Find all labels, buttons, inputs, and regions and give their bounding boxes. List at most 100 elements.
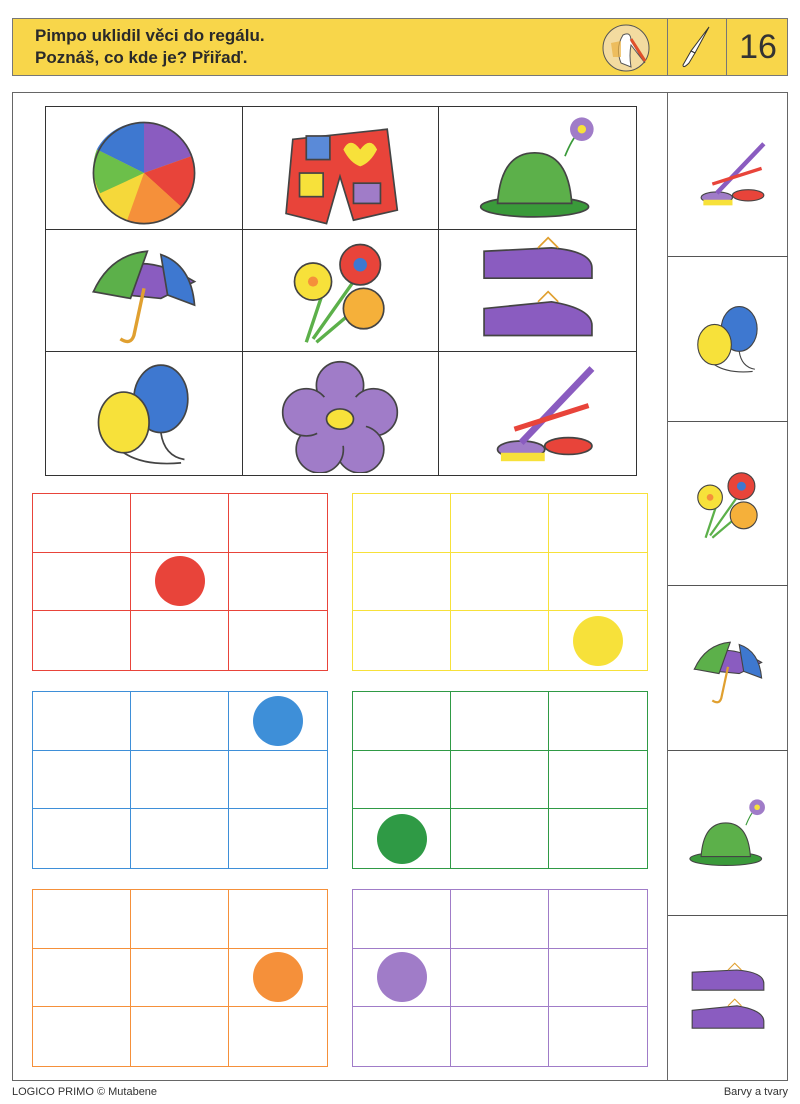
grid-cell[interactable]: [353, 611, 451, 670]
grid-cell[interactable]: [33, 692, 131, 751]
answer-column: [667, 92, 788, 1081]
grid-cell[interactable]: [353, 948, 451, 1008]
grid-cell[interactable]: [451, 552, 549, 612]
hat-picture: [689, 799, 765, 867]
grid-cell[interactable]: [131, 692, 229, 751]
instruction-line-1: Pimpo uklidil věci do regálu.: [35, 26, 265, 45]
answer-card-balloons[interactable]: [668, 257, 788, 422]
blue-grid: [32, 691, 328, 869]
picture-cell-flowers[interactable]: [242, 229, 440, 353]
grid-cell[interactable]: [549, 494, 647, 553]
grid-cell[interactable]: [33, 890, 131, 949]
instructions: Pimpo uklidil věci do regálu. Poznáš, co …: [35, 25, 265, 69]
grid-cell[interactable]: [131, 948, 229, 1008]
balloons-picture: [697, 305, 758, 373]
grid-cell[interactable]: [131, 552, 229, 612]
grid-cell[interactable]: [33, 1007, 131, 1066]
grid-cell[interactable]: [549, 751, 647, 810]
grid-cell[interactable]: [229, 553, 327, 612]
grid-cell[interactable]: [131, 611, 229, 670]
yellow-dot: [573, 615, 623, 666]
umbrella-picture: [91, 250, 197, 344]
grid-cell[interactable]: [451, 494, 549, 553]
grid-cell[interactable]: [33, 750, 131, 810]
answer-card-shoes[interactable]: [668, 916, 788, 1081]
picture-cell-umbrella[interactable]: [46, 229, 243, 353]
grid-cell[interactable]: [353, 494, 451, 553]
grid-cell[interactable]: [549, 692, 647, 751]
grid-cell[interactable]: [353, 809, 451, 868]
grid-cell[interactable]: [549, 890, 647, 949]
grid-cell[interactable]: [229, 1007, 327, 1066]
grid-cell[interactable]: [451, 1007, 549, 1066]
grid-cell[interactable]: [229, 751, 327, 810]
grid-cell[interactable]: [229, 494, 327, 553]
flowers-picture: [697, 472, 758, 540]
picture-cell-balloons[interactable]: [46, 352, 243, 475]
grid-cell[interactable]: [451, 692, 549, 751]
grid-cell[interactable]: [33, 552, 131, 612]
grid-cell[interactable]: [353, 890, 451, 949]
grid-cell[interactable]: [33, 494, 131, 553]
grid-cell[interactable]: [549, 949, 647, 1008]
paints-picture: [700, 142, 766, 206]
yellow-grid: [352, 493, 648, 671]
divider: [667, 19, 668, 75]
paintbrush-icon: [682, 26, 710, 68]
umbrella-picture: [693, 641, 763, 704]
answer-card-flowers[interactable]: [668, 422, 788, 587]
grid-cell[interactable]: [549, 1007, 647, 1066]
paints-picture: [496, 365, 595, 461]
grid-cell[interactable]: [353, 692, 451, 751]
answer-card-hat[interactable]: [668, 751, 788, 916]
grid-cell[interactable]: [549, 553, 647, 612]
picture-cell-ball[interactable]: [46, 107, 243, 230]
picture-cell-shoes[interactable]: [439, 230, 636, 353]
grid-cell[interactable]: [353, 1007, 451, 1066]
picture-cell-shorts[interactable]: [242, 107, 440, 230]
grid-cell[interactable]: [353, 750, 451, 810]
grid-cell[interactable]: [229, 611, 327, 670]
green-grid: [352, 691, 648, 869]
grid-cell[interactable]: [353, 552, 451, 612]
orange-dot: [253, 952, 303, 1003]
green-dot: [376, 813, 427, 864]
grid-cell[interactable]: [451, 611, 549, 670]
picture-grid: [45, 106, 637, 476]
picture-cell-paints[interactable]: [439, 352, 636, 475]
purple-grid: [352, 889, 648, 1067]
grid-cell[interactable]: [451, 890, 549, 949]
grid-cell[interactable]: [229, 949, 327, 1008]
orange-grid: [32, 889, 328, 1067]
grid-cell[interactable]: [131, 494, 229, 553]
grid-cell[interactable]: [229, 890, 327, 949]
grid-cell[interactable]: [451, 809, 549, 868]
grid-cell[interactable]: [131, 1007, 229, 1066]
ball-picture: [92, 121, 196, 225]
grid-cell[interactable]: [549, 611, 647, 670]
grid-cell[interactable]: [131, 809, 229, 868]
blue-dot: [253, 695, 303, 746]
shorts-picture: [285, 128, 399, 225]
picture-cell-hat[interactable]: [439, 107, 636, 230]
shoes-picture: [482, 237, 593, 337]
grid-cell[interactable]: [131, 890, 229, 949]
grid-cell[interactable]: [33, 948, 131, 1008]
grid-cell[interactable]: [229, 809, 327, 868]
answer-card-umbrella[interactable]: [668, 586, 788, 752]
instruction-line-2: Poznáš, co kde je? Přiřaď.: [35, 48, 248, 67]
grid-cell[interactable]: [229, 692, 327, 751]
flowers-picture: [294, 244, 386, 345]
grid-cell[interactable]: [451, 948, 549, 1008]
grid-cell[interactable]: [33, 611, 131, 670]
grid-cell[interactable]: [549, 809, 647, 868]
picture-cell-flower[interactable]: [243, 352, 440, 475]
stork-mascot-icon: [602, 24, 650, 72]
footer-topic: Barvy a tvary: [723, 1086, 788, 1098]
flower-picture: [282, 360, 399, 473]
grid-cell[interactable]: [33, 809, 131, 868]
answer-card-paints[interactable]: [668, 92, 788, 257]
footer-publisher: LOGICO PRIMO © Mutabene: [12, 1086, 158, 1098]
grid-cell[interactable]: [451, 750, 549, 810]
grid-cell[interactable]: [131, 750, 229, 810]
